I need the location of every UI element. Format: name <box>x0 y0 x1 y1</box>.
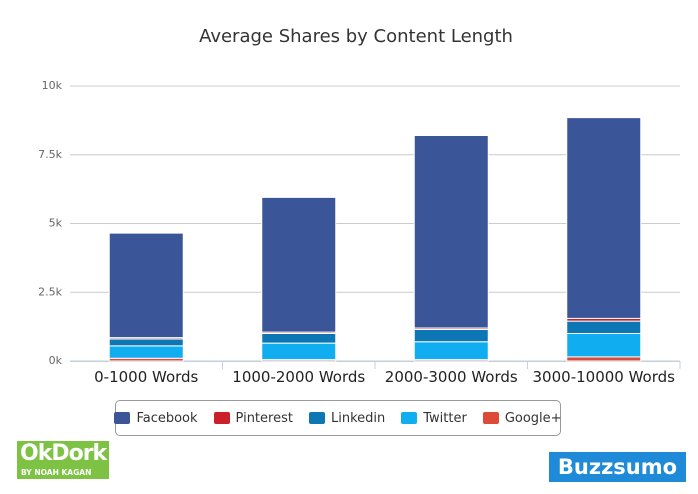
bar-segment <box>413 135 489 329</box>
logo-text: OkDork <box>20 441 107 466</box>
bar-segment <box>261 342 337 361</box>
bar-segment <box>413 328 489 343</box>
legend-swatch <box>114 412 131 424</box>
bar-segment <box>261 196 337 333</box>
legend-label[interactable]: Pinterest <box>235 410 293 426</box>
y-tick-label: 7.5k <box>38 148 62 161</box>
bar-segment <box>566 320 642 334</box>
legend-item[interactable]: Twitter <box>401 411 467 426</box>
legend-item[interactable]: Linkedin <box>308 410 386 426</box>
legend-item[interactable]: Facebook <box>114 410 198 426</box>
legend-item[interactable]: Google+ <box>482 410 562 426</box>
logo-subtext: BY NOAH KAGAN <box>21 468 92 477</box>
bar-segment <box>108 345 184 359</box>
legend: Facebook Pinterest Linkedin Twitter Google+ <box>114 400 562 436</box>
legend-swatch <box>482 412 499 424</box>
y-tick-label: 5k <box>49 217 63 230</box>
bar-segment <box>566 333 642 358</box>
legend-swatch <box>213 412 230 424</box>
legend-label[interactable]: Facebook <box>136 410 198 426</box>
x-tick-label: 2000-3000 Words <box>384 368 518 386</box>
okdork-logo: OkDork BY NOAH KAGAN <box>17 441 109 479</box>
legend-swatch <box>308 412 325 424</box>
legend-label[interactable]: Google+ <box>504 410 562 426</box>
y-tick-label: 0k <box>49 354 63 367</box>
bar-segment <box>413 341 489 361</box>
x-tick-label: 1000-2000 Words <box>232 368 366 386</box>
legend-swatch <box>401 412 418 424</box>
bar-segment <box>261 333 337 344</box>
chart-title: Average Shares by Content Length <box>199 26 513 47</box>
bar-segment <box>108 232 184 339</box>
buzzsumo-logo: Buzzsumo <box>549 452 686 482</box>
y-tick-label: 10k <box>42 79 63 92</box>
legend-item[interactable]: Pinterest <box>213 410 293 426</box>
legend-label[interactable]: Linkedin <box>330 410 386 426</box>
bar-segment <box>108 338 184 347</box>
x-tick-label: 0-1000 Words <box>94 368 199 386</box>
bar-segment <box>566 356 642 362</box>
y-tick-label: 2.5k <box>38 285 62 298</box>
x-tick-label: 3000-10000 Words <box>532 368 675 386</box>
bar-segment <box>566 117 642 319</box>
legend-label[interactable]: Twitter <box>423 410 467 426</box>
